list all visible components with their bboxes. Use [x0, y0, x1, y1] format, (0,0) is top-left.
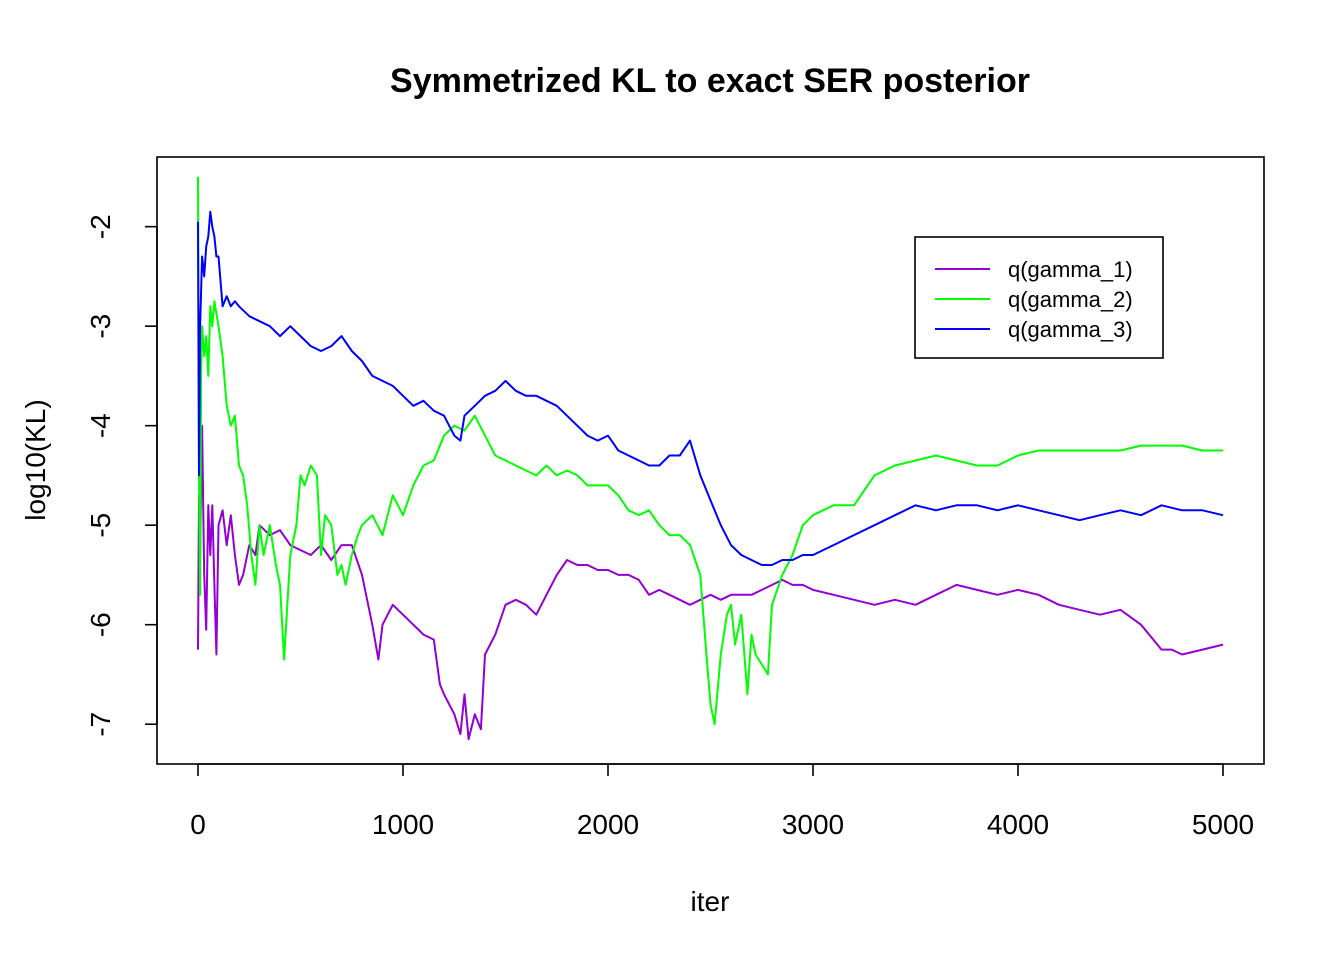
series-line-3: [197, 210, 1224, 566]
x-axis: 0 1000 2000 3000 4000 5000: [190, 763, 1254, 840]
y-tick-label: -3: [85, 314, 116, 339]
chart-title: Symmetrized KL to exact SER posterior: [390, 62, 1030, 100]
x-tick-label: 1000: [372, 809, 434, 840]
series-line-2: [197, 176, 1223, 726]
legend-box: [914, 236, 1164, 359]
x-tick-label: 5000: [1192, 809, 1254, 840]
legend-label-2: q(gamma_2): [1008, 287, 1133, 312]
y-tick-label: -7: [85, 712, 116, 737]
x-tick-label: 3000: [782, 809, 844, 840]
x-tick-label: 4000: [987, 809, 1049, 840]
y-tick-label: -6: [85, 612, 116, 637]
legend-label-1: q(gamma_1): [1008, 257, 1133, 282]
legend-label-3: q(gamma_3): [1008, 317, 1133, 342]
legend: q(gamma_1) q(gamma_2) q(gamma_3): [914, 236, 1164, 359]
x-axis-label: iter: [691, 886, 730, 917]
y-tick-label: -5: [85, 513, 116, 538]
series-line-1: [197, 424, 1224, 741]
x-tick-label: 2000: [577, 809, 639, 840]
y-axis-label: log10(KL): [20, 399, 51, 520]
series-layer: [197, 176, 1224, 741]
x-tick-label: 0: [190, 809, 206, 840]
y-tick-label: -2: [85, 214, 116, 239]
y-axis: -7 -6 -5 -4 -3 -2: [85, 214, 158, 737]
y-tick-label: -4: [85, 413, 116, 438]
